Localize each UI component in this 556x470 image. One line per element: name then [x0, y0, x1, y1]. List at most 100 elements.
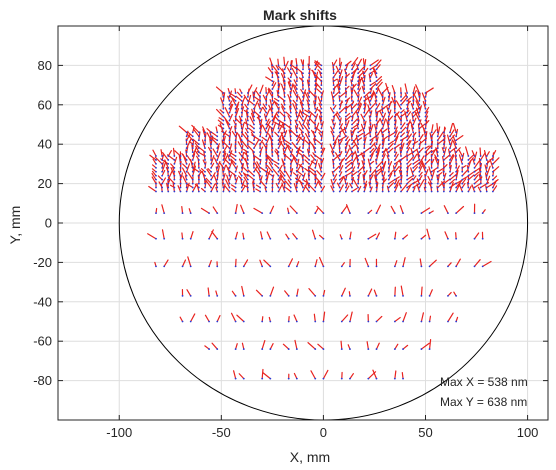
shift-vector: [375, 59, 382, 67]
mark-point: [302, 186, 304, 189]
shift-vector: [284, 130, 288, 137]
mark-point: [253, 182, 255, 185]
mark-point: [259, 111, 262, 114]
shift-vector: [351, 136, 358, 145]
mark-point: [461, 163, 464, 165]
shift-vector: [296, 134, 304, 141]
mark-point: [185, 190, 188, 193]
shift-vector: [284, 290, 290, 297]
mark-point: [375, 143, 378, 146]
mark-point: [332, 182, 335, 185]
mark-point: [283, 163, 286, 165]
mark-point: [240, 147, 243, 150]
mark-point: [351, 96, 353, 98]
mark-point: [485, 186, 488, 189]
shift-vector: [269, 98, 273, 110]
mark-point: [387, 151, 390, 153]
mark-point: [289, 135, 292, 138]
mark-point: [181, 212, 184, 215]
shift-vector: [449, 139, 454, 149]
mark-point: [173, 155, 176, 157]
mark-point: [349, 212, 351, 215]
mark-point: [265, 127, 268, 130]
mark-point: [163, 212, 166, 215]
mark-point: [265, 131, 268, 134]
mark-point: [412, 163, 415, 165]
shift-vector: [354, 150, 359, 161]
mark-point: [155, 265, 157, 268]
mark-point: [161, 178, 164, 181]
shift-vector: [186, 133, 191, 141]
shift-vector: [473, 232, 480, 240]
mark-point: [228, 174, 231, 177]
mark-point: [406, 123, 409, 126]
mark-point: [320, 119, 323, 122]
shift-vector: [308, 140, 316, 149]
mark-point: [479, 174, 482, 177]
shift-vector: [400, 126, 407, 133]
mark-point: [381, 96, 384, 98]
mark-point: [314, 139, 317, 142]
mark-point: [287, 320, 290, 323]
mark-point: [449, 166, 451, 169]
shift-vector: [206, 128, 212, 133]
mark-point: [179, 159, 182, 161]
mark-point: [412, 151, 415, 153]
mark-point: [351, 186, 353, 189]
shift-vector: [283, 122, 292, 130]
shift-vector: [178, 125, 188, 133]
mark-point: [430, 163, 433, 165]
mark-point: [185, 139, 188, 142]
mark-point: [167, 178, 170, 181]
shift-vector: [418, 134, 424, 141]
mark-point: [455, 178, 458, 181]
mark-point: [406, 170, 409, 173]
mark-point: [479, 159, 482, 161]
mark-point: [351, 131, 353, 134]
mark-point: [393, 107, 396, 110]
shift-vector: [431, 147, 439, 153]
shift-vector: [345, 115, 352, 122]
mark-point: [322, 377, 325, 380]
mark-point: [387, 186, 390, 189]
shift-vector: [191, 124, 200, 133]
mark-point: [228, 182, 231, 185]
mark-point: [253, 115, 255, 118]
mark-point: [406, 163, 409, 165]
mark-point: [449, 186, 451, 189]
mark-point: [269, 212, 272, 215]
mark-point: [449, 190, 451, 193]
shift-vector: [208, 229, 214, 240]
mark-point: [265, 107, 268, 110]
mark-point: [393, 99, 396, 102]
mark-point: [467, 186, 470, 189]
mark-point: [197, 163, 200, 165]
mark-point: [424, 127, 427, 130]
shift-vector: [455, 147, 461, 153]
mark-point: [283, 72, 286, 75]
mark-point: [344, 92, 347, 94]
mark-point: [216, 159, 219, 161]
shift-vector: [363, 120, 367, 130]
shift-vector: [449, 134, 456, 141]
mark-point: [277, 68, 280, 71]
mark-point: [467, 182, 470, 185]
mark-point: [467, 163, 470, 165]
mark-point: [259, 103, 262, 106]
mark-point: [289, 166, 292, 169]
mark-point: [246, 127, 249, 130]
shift-vector: [231, 290, 237, 297]
mark-point: [428, 320, 431, 323]
mark-point: [222, 190, 225, 193]
mark-point: [242, 377, 245, 380]
shift-vector: [382, 160, 387, 169]
mark-point: [400, 111, 402, 114]
mark-point: [179, 182, 182, 185]
shift-vector: [224, 185, 231, 193]
shift-vector: [162, 151, 169, 161]
shift-vector: [269, 57, 273, 67]
mark-point: [340, 348, 343, 350]
mark-point: [271, 80, 274, 83]
shift-vector: [222, 135, 226, 145]
